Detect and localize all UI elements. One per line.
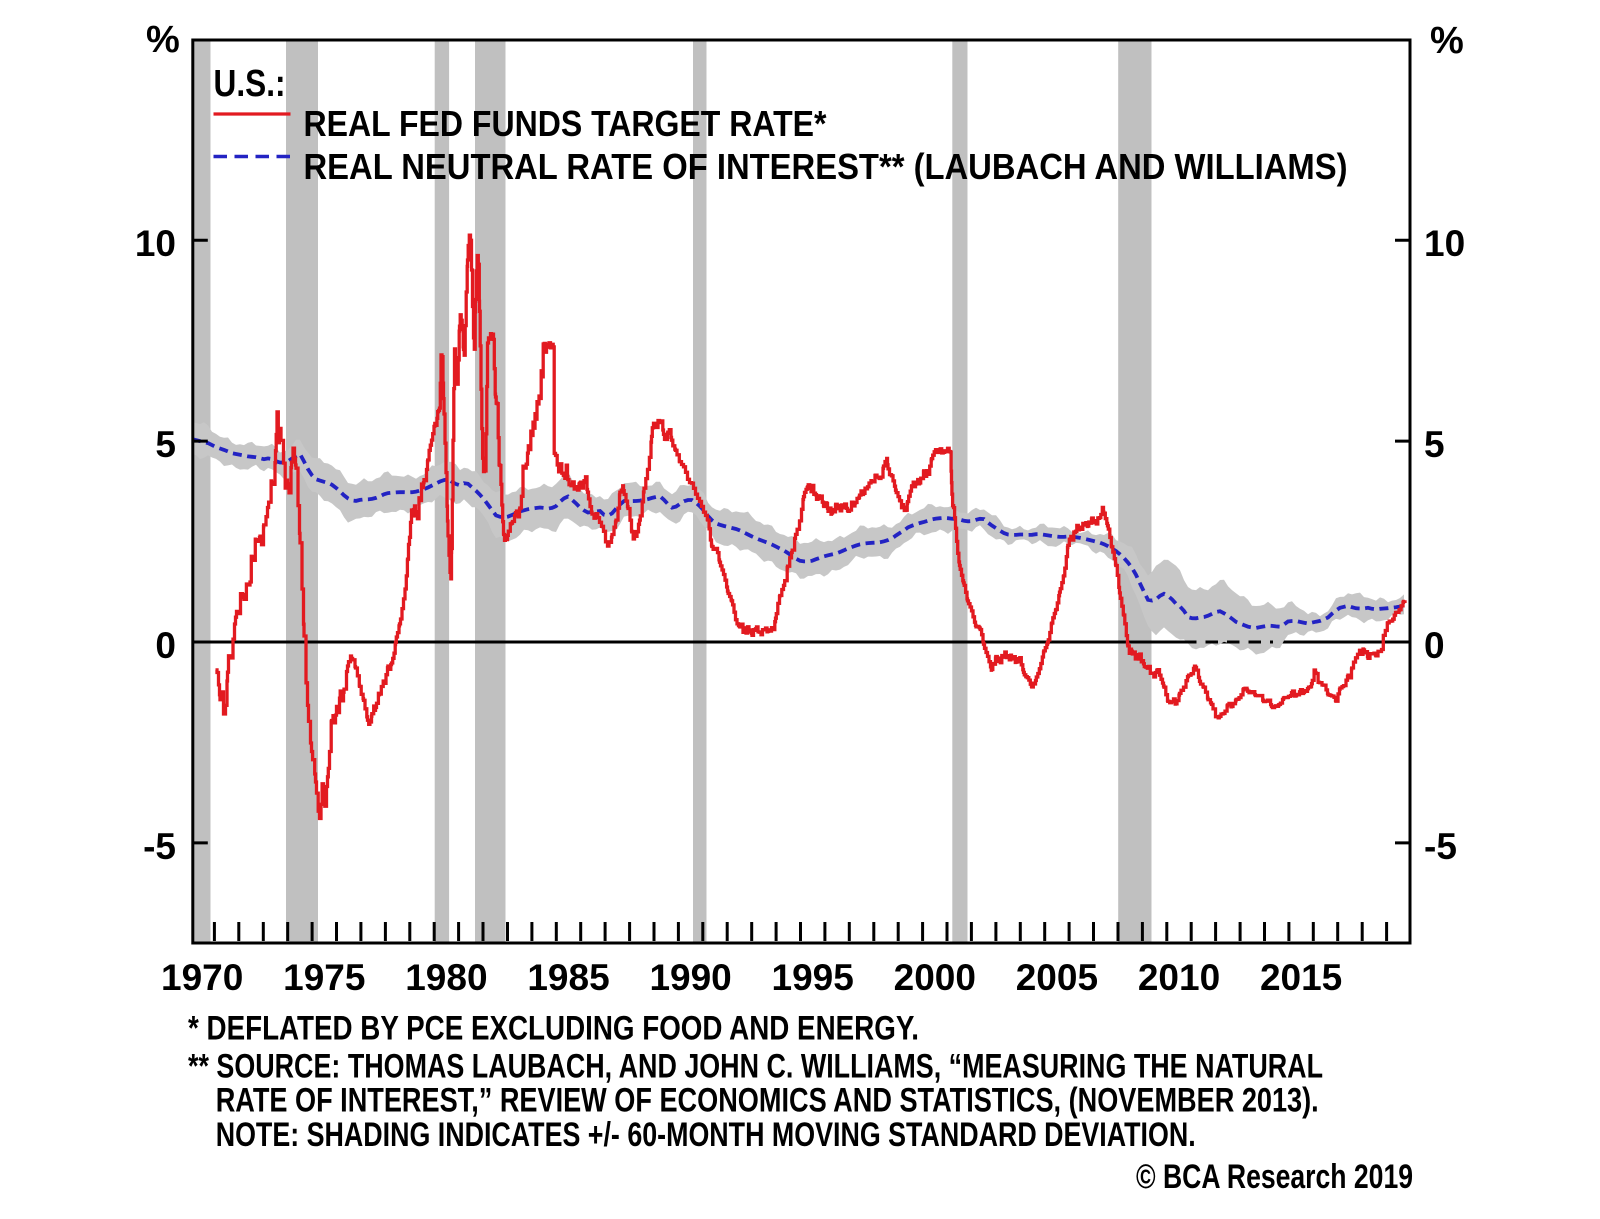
svg-text:5: 5 [1424, 424, 1445, 465]
svg-text:1970: 1970 [161, 957, 243, 998]
svg-text:%: % [146, 19, 180, 61]
svg-text:2000: 2000 [894, 957, 976, 998]
svg-text:NOTE: SHADING INDICATES +/- 60: NOTE: SHADING INDICATES +/- 60-MONTH MOV… [216, 1116, 1196, 1154]
svg-text:10: 10 [135, 223, 176, 264]
svg-text:1990: 1990 [649, 957, 731, 998]
svg-text:1975: 1975 [283, 957, 365, 998]
svg-text:0: 0 [1424, 625, 1445, 666]
svg-text:REAL FED FUNDS TARGET RATE*: REAL FED FUNDS TARGET RATE* [304, 103, 827, 144]
svg-text:** SOURCE: THOMAS LAUBACH, AND: ** SOURCE: THOMAS LAUBACH, AND JOHN C. W… [188, 1048, 1323, 1086]
svg-text:-5: -5 [1424, 826, 1457, 867]
svg-text:* DEFLATED BY PCE EXCLUDING F: * DEFLATED BY PCE EXCLUDING FOOD AND ENE… [188, 1010, 919, 1048]
svg-text:RATE OF INTEREST,” REVIEW OF E: RATE OF INTEREST,” REVIEW OF ECONOMICS A… [216, 1082, 1319, 1120]
svg-text:0: 0 [155, 625, 176, 666]
svg-text:© BCA Research 2019: © BCA Research 2019 [1136, 1158, 1413, 1196]
svg-text:1995: 1995 [772, 957, 854, 998]
svg-text:REAL NEUTRAL RATE OF INTEREST*: REAL NEUTRAL RATE OF INTEREST** (LAUBACH… [304, 146, 1348, 187]
svg-text:10: 10 [1424, 223, 1465, 264]
svg-text:2005: 2005 [1016, 957, 1098, 998]
svg-text:U.S.:: U.S.: [214, 63, 286, 105]
svg-text:-5: -5 [143, 826, 176, 867]
svg-text:5: 5 [155, 424, 176, 465]
svg-text:2010: 2010 [1138, 957, 1220, 998]
svg-text:1980: 1980 [405, 957, 487, 998]
svg-text:2015: 2015 [1260, 957, 1342, 998]
svg-text:%: % [1430, 20, 1464, 62]
svg-text:1985: 1985 [527, 957, 609, 998]
